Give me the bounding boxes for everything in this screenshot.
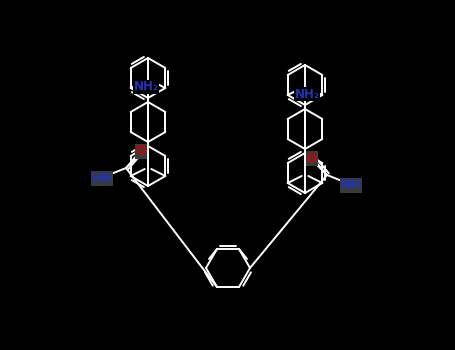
Text: O: O <box>307 152 317 164</box>
Text: NH₂: NH₂ <box>294 88 319 100</box>
Text: NH: NH <box>341 178 361 191</box>
Text: NH₂: NH₂ <box>133 80 158 93</box>
Text: HN: HN <box>91 172 112 184</box>
Text: O: O <box>136 145 147 158</box>
